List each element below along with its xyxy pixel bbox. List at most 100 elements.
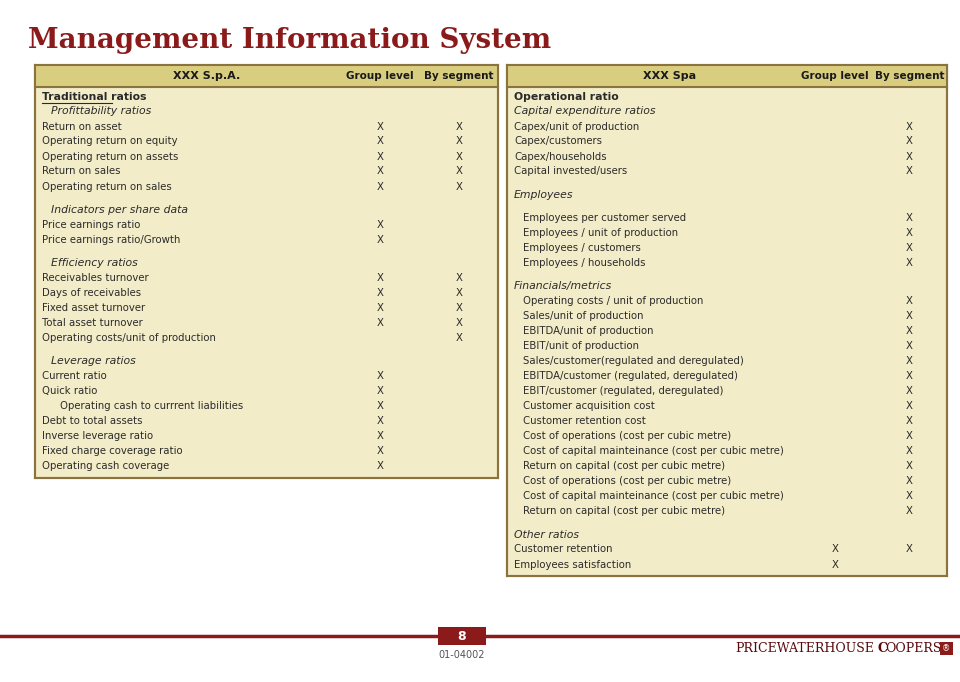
Text: Capex/customers: Capex/customers bbox=[514, 136, 602, 147]
Text: Return on capital (cost per cubic metre): Return on capital (cost per cubic metre) bbox=[523, 461, 725, 471]
Text: X: X bbox=[376, 401, 383, 411]
Text: Operating costs/unit of production: Operating costs/unit of production bbox=[42, 333, 216, 343]
Text: X: X bbox=[376, 220, 383, 230]
Text: Cost of capital mainteinance (cost per cubic metre): Cost of capital mainteinance (cost per c… bbox=[523, 491, 784, 501]
Text: Sales/unit of production: Sales/unit of production bbox=[523, 311, 643, 321]
Text: X: X bbox=[455, 151, 462, 162]
Text: Capital expenditure ratios: Capital expenditure ratios bbox=[514, 106, 656, 117]
Text: X: X bbox=[906, 213, 913, 223]
Text: X: X bbox=[906, 356, 913, 366]
Text: X: X bbox=[376, 303, 383, 313]
Text: Employees satisfaction: Employees satisfaction bbox=[514, 559, 632, 569]
Text: Leverage ratios: Leverage ratios bbox=[51, 356, 135, 366]
Text: X: X bbox=[376, 416, 383, 426]
Text: X: X bbox=[376, 318, 383, 328]
Text: X: X bbox=[455, 121, 462, 132]
Text: X: X bbox=[906, 228, 913, 238]
Text: X: X bbox=[376, 235, 383, 245]
Text: X: X bbox=[906, 506, 913, 516]
Text: Employees per customer served: Employees per customer served bbox=[523, 213, 686, 223]
Text: X: X bbox=[906, 491, 913, 501]
Text: Operating return on assets: Operating return on assets bbox=[42, 151, 179, 162]
Text: X: X bbox=[906, 461, 913, 471]
Bar bbox=[35, 65, 498, 478]
Text: X: X bbox=[906, 386, 913, 396]
Text: X: X bbox=[906, 341, 913, 351]
Text: X: X bbox=[906, 136, 913, 147]
Text: Capex/unit of production: Capex/unit of production bbox=[514, 121, 639, 132]
Text: Operating return on equity: Operating return on equity bbox=[42, 136, 178, 147]
Text: Cost of operations (cost per cubic metre): Cost of operations (cost per cubic metre… bbox=[523, 431, 732, 441]
Text: X: X bbox=[455, 303, 462, 313]
Text: PRICEWATERHOUSE: PRICEWATERHOUSE bbox=[735, 642, 874, 655]
Text: X: X bbox=[376, 288, 383, 298]
Text: EBIT/unit of production: EBIT/unit of production bbox=[523, 341, 639, 351]
Text: X: X bbox=[906, 243, 913, 253]
Bar bbox=[940, 642, 953, 655]
Text: Total asset turnover: Total asset turnover bbox=[42, 318, 143, 328]
Text: Employees: Employees bbox=[514, 190, 573, 200]
Text: Operating cash to currrent liabilities: Operating cash to currrent liabilities bbox=[60, 401, 243, 411]
Text: XXX S.p.A.: XXX S.p.A. bbox=[173, 71, 240, 81]
Text: 8: 8 bbox=[458, 629, 467, 642]
Text: OOPERS: OOPERS bbox=[885, 642, 942, 655]
Text: EBITDA/customer (regulated, deregulated): EBITDA/customer (regulated, deregulated) bbox=[523, 371, 738, 381]
Text: By segment: By segment bbox=[424, 71, 493, 81]
Text: Customer retention cost: Customer retention cost bbox=[523, 416, 646, 426]
Text: Management Information System: Management Information System bbox=[28, 27, 551, 54]
Text: Return on sales: Return on sales bbox=[42, 166, 121, 177]
Text: X: X bbox=[906, 416, 913, 426]
Text: X: X bbox=[906, 401, 913, 411]
Text: X: X bbox=[906, 371, 913, 381]
Text: X: X bbox=[906, 311, 913, 321]
Text: X: X bbox=[906, 476, 913, 486]
Text: Price earnings ratio: Price earnings ratio bbox=[42, 220, 140, 230]
Text: X: X bbox=[376, 386, 383, 396]
Text: Indicators per share data: Indicators per share data bbox=[51, 205, 188, 215]
Text: X: X bbox=[376, 431, 383, 441]
Text: X: X bbox=[455, 181, 462, 192]
Text: Employees / households: Employees / households bbox=[523, 258, 645, 268]
Text: By segment: By segment bbox=[875, 71, 945, 81]
Text: Days of receivables: Days of receivables bbox=[42, 288, 141, 298]
Text: Return on capital (cost per cubic metre): Return on capital (cost per cubic metre) bbox=[523, 506, 725, 516]
Text: Fixed asset turnover: Fixed asset turnover bbox=[42, 303, 145, 313]
Text: Operating return on sales: Operating return on sales bbox=[42, 181, 172, 192]
Text: X: X bbox=[906, 326, 913, 336]
Text: XXX Spa: XXX Spa bbox=[643, 71, 696, 81]
Text: X: X bbox=[906, 166, 913, 177]
Text: X: X bbox=[376, 371, 383, 381]
Text: Efficiency ratios: Efficiency ratios bbox=[51, 258, 137, 268]
Text: X: X bbox=[376, 181, 383, 192]
Text: X: X bbox=[455, 333, 462, 343]
Bar bbox=[35, 65, 498, 87]
Text: X: X bbox=[906, 431, 913, 441]
Text: Debt to total assets: Debt to total assets bbox=[42, 416, 142, 426]
Text: Capital invested/users: Capital invested/users bbox=[514, 166, 627, 177]
Text: X: X bbox=[376, 121, 383, 132]
Text: Price earnings ratio/Growth: Price earnings ratio/Growth bbox=[42, 235, 180, 245]
Text: Cost of capital mainteinance (cost per cubic metre): Cost of capital mainteinance (cost per c… bbox=[523, 446, 784, 456]
Text: C: C bbox=[878, 642, 888, 655]
Text: X: X bbox=[376, 151, 383, 162]
Text: X: X bbox=[376, 136, 383, 147]
Text: Employees / customers: Employees / customers bbox=[523, 243, 641, 253]
Text: Operating costs / unit of production: Operating costs / unit of production bbox=[523, 296, 704, 306]
Text: X: X bbox=[906, 544, 913, 554]
Circle shape bbox=[55, 162, 265, 372]
Text: X: X bbox=[455, 318, 462, 328]
Text: Sales/customer(regulated and deregulated): Sales/customer(regulated and deregulated… bbox=[523, 356, 744, 366]
Text: EBITDA/unit of production: EBITDA/unit of production bbox=[523, 326, 654, 336]
Text: X: X bbox=[906, 258, 913, 268]
Text: Return on asset: Return on asset bbox=[42, 121, 122, 132]
Text: Fixed charge coverage ratio: Fixed charge coverage ratio bbox=[42, 446, 182, 456]
Text: X: X bbox=[376, 446, 383, 456]
Text: X: X bbox=[831, 559, 838, 569]
Text: EBIT/customer (regulated, deregulated): EBIT/customer (regulated, deregulated) bbox=[523, 386, 724, 396]
Text: Current ratio: Current ratio bbox=[42, 371, 107, 381]
Bar bbox=[507, 65, 947, 87]
Bar bbox=[507, 65, 947, 576]
Text: X: X bbox=[906, 446, 913, 456]
Text: Traditional ratios: Traditional ratios bbox=[42, 91, 147, 102]
Text: Operational ratio: Operational ratio bbox=[514, 91, 619, 102]
